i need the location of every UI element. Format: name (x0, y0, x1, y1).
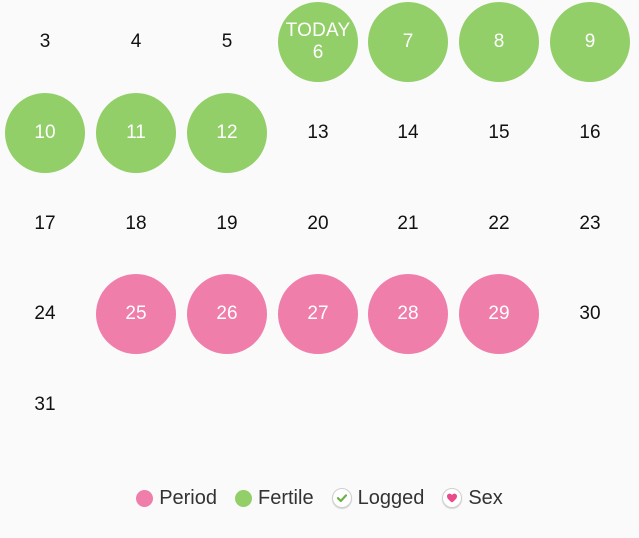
day-number: 7 (402, 31, 414, 52)
day-cell-23[interactable]: 23 (550, 184, 630, 264)
day-cell-30[interactable]: 30 (550, 274, 630, 354)
day-number: 15 (488, 122, 510, 143)
day-cell-25[interactable]: 25 (96, 274, 176, 354)
calendar-grid: 3 4 5 TODAY 6 7 8 9 10 11 12 13 14 15 16 17 18 19 20 21 22 23… (5, 2, 630, 445)
day-cell-8[interactable]: 8 (459, 2, 539, 82)
day-number: 14 (397, 122, 419, 143)
legend-logged-label: Logged (357, 486, 425, 509)
day-cell-11[interactable]: 11 (96, 93, 176, 173)
day-number: 30 (579, 303, 601, 324)
day-cell-4[interactable]: 4 (96, 2, 176, 82)
day-cell-19[interactable]: 19 (187, 184, 267, 264)
day-number: 31 (34, 394, 56, 415)
day-number: 3 (39, 31, 51, 52)
day-number: 18 (125, 213, 147, 234)
day-number: 9 (584, 31, 596, 52)
day-cell-22[interactable]: 22 (459, 184, 539, 264)
day-number: 22 (488, 213, 510, 234)
day-number: 25 (125, 303, 147, 324)
day-cell-9[interactable]: 9 (550, 2, 630, 82)
checkmark-icon (331, 488, 352, 508)
heart-glyph (447, 493, 458, 503)
day-number: 13 (307, 122, 329, 143)
day-number: 29 (488, 303, 510, 324)
legend-fertile-label: Fertile (258, 486, 314, 509)
day-cell-10[interactable]: 10 (5, 93, 85, 173)
day-number: 21 (397, 213, 419, 234)
day-number: 16 (579, 122, 601, 143)
day-cell-28[interactable]: 28 (368, 274, 448, 354)
day-number: 17 (34, 213, 56, 234)
day-cell-27[interactable]: 27 (278, 274, 358, 354)
legend-period: Period (136, 487, 217, 510)
day-number: 28 (397, 303, 419, 324)
day-cell-6[interactable]: TODAY 6 (278, 2, 358, 82)
day-cell-15[interactable]: 15 (459, 93, 539, 173)
day-cell-20[interactable]: 20 (278, 184, 358, 264)
day-cell-14[interactable]: 14 (368, 93, 448, 173)
day-number: 8 (493, 31, 505, 52)
day-cell-18[interactable]: 18 (96, 184, 176, 264)
legend-sex-label: Sex (468, 486, 503, 509)
day-cell-3[interactable]: 3 (5, 2, 85, 82)
day-number: 10 (34, 122, 56, 143)
checkmark-glyph (336, 494, 347, 503)
day-cell-24[interactable]: 24 (5, 274, 85, 354)
legend: Period Fertile Logged Sex (0, 484, 639, 512)
day-cell-21[interactable]: 21 (368, 184, 448, 264)
period-dot-icon (136, 489, 154, 507)
day-cell-29[interactable]: 29 (459, 274, 539, 354)
day-number: 27 (307, 303, 329, 324)
day-cell-17[interactable]: 17 (5, 184, 85, 264)
day-cell-5[interactable]: 5 (187, 2, 267, 82)
today-label: TODAY (285, 20, 351, 41)
legend-period-label: Period (159, 486, 217, 509)
heart-icon (442, 488, 463, 508)
day-number: 19 (216, 213, 238, 234)
legend-fertile: Fertile (235, 487, 314, 510)
day-cell-16[interactable]: 16 (550, 93, 630, 173)
day-number: 20 (307, 213, 329, 234)
day-number: 4 (130, 31, 142, 52)
day-cell-7[interactable]: 7 (368, 2, 448, 82)
day-cell-13[interactable]: 13 (278, 93, 358, 173)
day-cell-26[interactable]: 26 (187, 274, 267, 354)
legend-sex: Sex (442, 486, 503, 510)
day-cell-12[interactable]: 12 (187, 93, 267, 173)
legend-logged: Logged (331, 486, 425, 510)
day-number: 26 (216, 303, 238, 324)
day-cell-31[interactable]: 31 (5, 365, 85, 445)
day-number: 5 (221, 31, 233, 52)
day-number: 23 (579, 213, 601, 234)
day-number: 24 (34, 303, 56, 324)
day-number: 12 (216, 122, 238, 143)
day-number: 11 (126, 122, 146, 143)
fertile-dot-icon (235, 489, 252, 507)
day-number: 6 (312, 42, 324, 63)
